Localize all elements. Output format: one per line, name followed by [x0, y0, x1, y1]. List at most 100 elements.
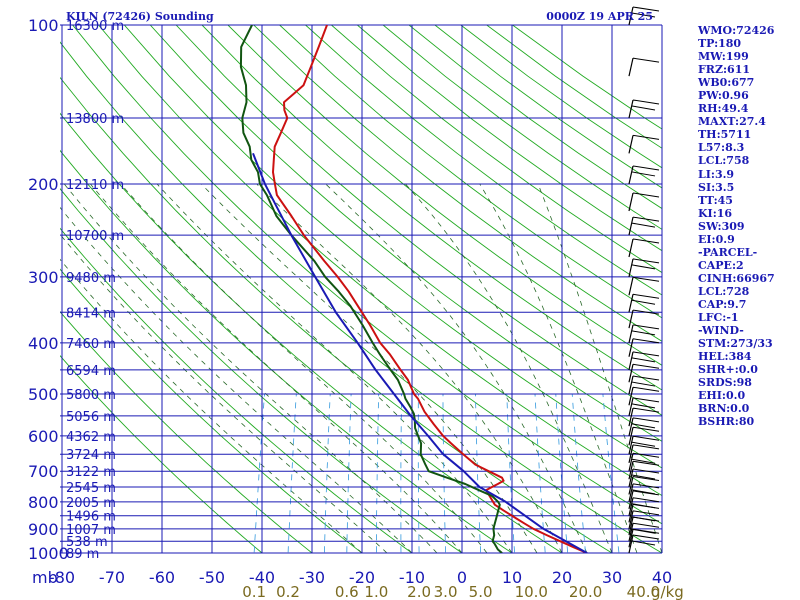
wind-barb-flag: [632, 351, 660, 357]
height-label: 9480 m: [66, 271, 116, 286]
index-item: CAP:9.7: [698, 297, 747, 311]
dry-adiabat: [60, 149, 513, 553]
wind-barb-flag: [631, 489, 656, 495]
mixing-ratio-label: 3.0: [434, 583, 458, 600]
wind-barb-flag: [632, 452, 660, 458]
moist-adiabat: [256, 183, 563, 553]
height-label: 3724 m: [66, 448, 116, 463]
height-label: 2005 m: [66, 496, 116, 511]
pressure-tick-label: 800: [28, 493, 59, 512]
pressure-tick-label: 600: [28, 427, 59, 446]
index-item: BRN:0.0: [698, 402, 750, 416]
wind-barb-flag: [631, 540, 656, 546]
mixing-ratio-label: 2.0: [407, 583, 431, 600]
mixing-ratio-line: [571, 394, 587, 553]
wind-barb-staff: [628, 364, 634, 383]
dry-adiabat: [331, 25, 662, 274]
index-item: SRDS:98: [698, 376, 752, 390]
wind-barb-flag: [632, 134, 660, 140]
wind-barb-staff: [628, 461, 634, 480]
wind-barb-staff: [628, 387, 634, 406]
wind-barb-staff: [628, 397, 634, 417]
wind-barb-flag: [631, 222, 656, 228]
pressure-tick-label: 700: [28, 462, 59, 481]
wind-barb-flag: [632, 338, 660, 344]
height-label: 1007 m: [66, 523, 116, 538]
wind-barb-flag: [632, 165, 660, 171]
height-label: 5800 m: [66, 388, 116, 403]
wind-barb-flag: [632, 57, 660, 63]
dry-adiabat: [201, 25, 662, 391]
wind-barb-staff: [628, 165, 634, 185]
pressure-tick-label: 300: [28, 268, 59, 287]
index-item: KI:16: [698, 206, 733, 220]
wind-barb-flag: [632, 6, 660, 12]
mixing-ratio-line: [602, 394, 620, 553]
wind-barb-flag: [631, 458, 656, 464]
temperature-tick-label: -80: [49, 568, 75, 587]
index-item: EI:0.9: [698, 232, 735, 246]
dry-adiabat: [72, 25, 662, 525]
wind-barb-staff: [628, 375, 634, 395]
index-item: LI:3.9: [698, 167, 735, 181]
dry-adiabat: [227, 25, 662, 366]
wind-barb-staff: [628, 324, 634, 344]
index-item: FRZ:611: [698, 63, 751, 77]
wind-barb-flag: [631, 264, 656, 270]
index-item: EHI:0.0: [698, 389, 746, 403]
wind-barb-staff: [628, 510, 634, 529]
index-item: WB0:677: [698, 76, 755, 90]
wind-barb-flag: [632, 363, 660, 369]
wind-barb-flag: [632, 417, 660, 423]
wind-barb-flag: [632, 309, 660, 315]
index-item: LFC:-1: [698, 311, 739, 325]
wind-barb-staff: [628, 258, 634, 278]
wind-barb-staff: [628, 529, 634, 548]
wind-barb-flag: [631, 381, 656, 387]
wind-barb-flag: [632, 216, 660, 222]
dry-adiabat: [60, 268, 363, 553]
wind-barb-staff: [628, 99, 634, 119]
wind-barbs: [628, 6, 660, 554]
wind-barb-flag: [631, 528, 656, 534]
mixing-ratio-label: 5.0: [469, 583, 493, 600]
index-item: CAPE:2: [698, 258, 744, 272]
wind-barb-flag: [632, 276, 660, 282]
wind-barb-staff: [628, 351, 634, 371]
height-label: 7460 m: [66, 337, 116, 352]
wind-barb-staff: [628, 309, 634, 329]
height-label: 89 m: [66, 547, 99, 562]
wind-barb-flag: [631, 423, 656, 429]
height-label: 4362 m: [66, 430, 116, 445]
wind-barb-flag: [632, 397, 660, 403]
height-label: 538 m: [66, 535, 108, 550]
index-item: TH:5711: [698, 128, 752, 142]
dry-adiabat: [149, 25, 662, 442]
wind-barb-flag: [632, 238, 660, 244]
dewpoint-trace: [239, 25, 503, 553]
wind-barb-staff: [628, 468, 634, 488]
wind-barb-flag: [632, 386, 660, 392]
dry-adiabat: [123, 25, 662, 469]
temperature-tick-label: -40: [249, 568, 275, 587]
wind-barb-staff: [628, 534, 634, 554]
mixing-unit-label: g/kg: [651, 583, 684, 600]
pressure-tick-label: 900: [28, 520, 59, 539]
wind-barb-flag: [632, 468, 660, 474]
index-item: RH:49.4: [698, 102, 749, 116]
wind-barb-staff: [628, 417, 634, 436]
wind-barb-flag: [632, 426, 660, 432]
wind-barb-staff: [628, 497, 634, 516]
wind-barb-staff: [628, 516, 634, 536]
wind-barb-staff: [628, 6, 634, 26]
wind-barb-staff: [628, 427, 634, 446]
index-item: PW:0.96: [698, 89, 749, 103]
index-item: BSHR:80: [698, 415, 755, 429]
wind-barb-flag: [632, 522, 660, 528]
wind-barb-flag: [631, 12, 656, 18]
wind-barb-staff: [628, 135, 634, 154]
height-label: 1496 m: [66, 510, 116, 525]
